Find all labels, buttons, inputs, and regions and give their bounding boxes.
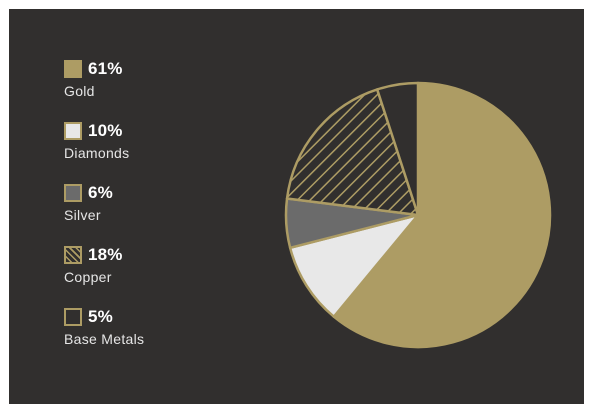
legend-item-copper: 18% Copper: [64, 244, 144, 306]
legend-label-copper: Copper: [64, 269, 112, 285]
legend-item-diamonds: 10% Diamonds: [64, 120, 144, 182]
legend-label-silver: Silver: [64, 207, 101, 223]
legend-label-base-metals: Base Metals: [64, 331, 145, 347]
legend-percent-silver: 6%: [88, 183, 113, 202]
legend-label-diamonds: Diamonds: [64, 145, 130, 161]
legend-swatch-silver: [64, 184, 82, 202]
legend-swatch-gold: [64, 60, 82, 78]
legend-item-gold: 61% Gold: [64, 58, 144, 120]
pie-slice-copper: [285, 88, 420, 217]
legend-label-gold: Gold: [64, 83, 95, 99]
pie-slice-gold: [332, 81, 552, 349]
legend-item-silver: 6% Silver: [64, 182, 144, 244]
pie-slice-base-metals: [375, 81, 420, 217]
legend-item-base-metals: 5% Base Metals: [64, 306, 144, 368]
legend-percent-diamonds: 10%: [88, 121, 123, 140]
legend-swatch-base-metals: [64, 308, 82, 326]
legend-percent-gold: 61%: [88, 59, 123, 78]
chart-legend: 61% Gold 10% Diamonds 6% Silver 18% Copp…: [64, 58, 144, 368]
legend-percent-base-metals: 5%: [88, 307, 113, 326]
legend-percent-copper: 18%: [88, 245, 123, 264]
legend-swatch-copper: [64, 246, 82, 264]
legend-swatch-diamonds: [64, 122, 82, 140]
